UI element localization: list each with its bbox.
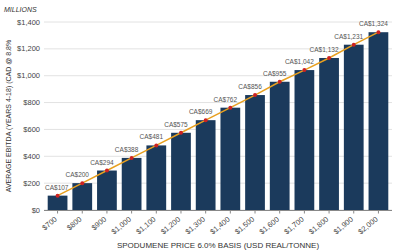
- x-tick-label: $1,700: [282, 215, 305, 237]
- x-tick-label: $1,100: [134, 215, 157, 237]
- point: [278, 80, 282, 84]
- x-tick-label: $700: [40, 215, 59, 233]
- bar: [122, 158, 142, 210]
- data-label: CA$481: [140, 133, 164, 140]
- annotation: MILLIONS: [4, 6, 37, 13]
- point: [352, 43, 356, 47]
- x-tick-label: $900: [90, 215, 109, 233]
- bar: [245, 95, 265, 210]
- x-tick: [279, 211, 280, 214]
- x-tick: [353, 211, 354, 214]
- point: [105, 169, 109, 173]
- point: [327, 56, 331, 60]
- x-tick: [82, 211, 83, 214]
- bar: [344, 45, 364, 210]
- x-tick: [304, 211, 305, 214]
- bar: [146, 145, 166, 210]
- x-axis-title: SPODUMENE PRICE 6.0% BASIS (USD REAL/TON…: [117, 241, 319, 250]
- bar: [369, 32, 389, 210]
- data-labels: CA$107 CA$200CA$294CA$388CA$481CA$575CA$6…: [45, 20, 388, 190]
- x-tick: [106, 211, 107, 214]
- data-label: CA$669: [189, 108, 213, 115]
- x-tick-label: $1,800: [307, 215, 330, 237]
- x-tick: [378, 211, 379, 214]
- point: [56, 194, 60, 198]
- data-label: CA$294: [90, 159, 114, 166]
- bar: [270, 82, 290, 210]
- y-axis-title: AVERAGE EBITDA (YEARS 4-18) (CAD @ 8.8%: [5, 40, 13, 192]
- x-tick-label: $2,000: [356, 215, 379, 237]
- chart: $0 $200 $400 $600 $800 $1,000 $1,200 $1,400 $700…: [0, 0, 400, 252]
- point: [376, 30, 380, 34]
- x-tick-label: $1,400: [208, 215, 231, 237]
- x-tick: [329, 211, 330, 214]
- x-tick-label: $1,500: [233, 215, 256, 237]
- data-label: CA$955: [263, 70, 287, 77]
- x-tick-label: $1,600: [258, 215, 281, 237]
- point: [80, 181, 84, 185]
- bar: [295, 70, 315, 210]
- y-tick-label: $1,400: [17, 18, 40, 27]
- x-axis-line: [44, 210, 392, 211]
- bar: [220, 108, 240, 210]
- bar: [97, 171, 117, 210]
- point: [154, 143, 158, 147]
- grid-line: [44, 75, 392, 76]
- x-tick: [57, 211, 58, 214]
- data-label: CA$107: [45, 184, 69, 191]
- x-tick-label: $1,200: [159, 215, 182, 237]
- data-label: CA$575: [164, 121, 188, 128]
- data-label: CA$1,042: [285, 58, 314, 65]
- bar: [48, 196, 68, 210]
- data-label: CA$762: [214, 96, 238, 103]
- point: [204, 118, 208, 122]
- grid-line: [44, 156, 392, 157]
- x-tick-label: $800: [65, 215, 84, 233]
- y-tick-label: $1,000: [17, 71, 40, 80]
- point: [228, 106, 232, 110]
- data-label: CA$388: [115, 146, 139, 153]
- x-tick: [205, 211, 206, 214]
- grid-line: [44, 22, 392, 23]
- y-tick-label: $600: [23, 125, 40, 134]
- x-tick: [156, 211, 157, 214]
- x-tick-label: $1,000: [110, 215, 133, 237]
- bar: [196, 120, 216, 210]
- x-tick: [131, 211, 132, 214]
- marks: [48, 30, 389, 210]
- data-label: CA$1,231: [334, 33, 363, 40]
- bar: [171, 133, 191, 210]
- point: [302, 68, 306, 72]
- axes: $0 $200 $400 $600 $800 $1,000 $1,200 $1,400 $700…: [17, 18, 392, 237]
- point: [130, 156, 134, 160]
- x-tick-label: $1,900: [332, 215, 355, 237]
- bar: [319, 58, 339, 210]
- x-tick: [180, 211, 181, 214]
- line: [58, 32, 379, 195]
- grid-line: [44, 129, 392, 130]
- point: [179, 131, 183, 135]
- y-tick-label: $400: [23, 152, 40, 161]
- x-tick: [255, 211, 256, 214]
- y-tick-label: $1,200: [17, 44, 40, 53]
- grid: [44, 22, 392, 210]
- data-label: CA$200: [66, 171, 90, 178]
- grid-line: [44, 183, 392, 184]
- data-label: CA$856: [238, 83, 262, 90]
- grid-line: [44, 210, 392, 211]
- x-tick: [230, 211, 231, 214]
- y-tick-label: $0: [32, 206, 40, 215]
- data-label: CA$1,132: [310, 46, 339, 53]
- y-tick-label: $800: [23, 98, 40, 107]
- x-tick-label: $1,300: [184, 215, 207, 237]
- y-tick-label: $200: [23, 179, 40, 188]
- data-label: CA$1,324: [359, 20, 388, 27]
- point: [253, 93, 257, 97]
- grid-line: [44, 48, 392, 49]
